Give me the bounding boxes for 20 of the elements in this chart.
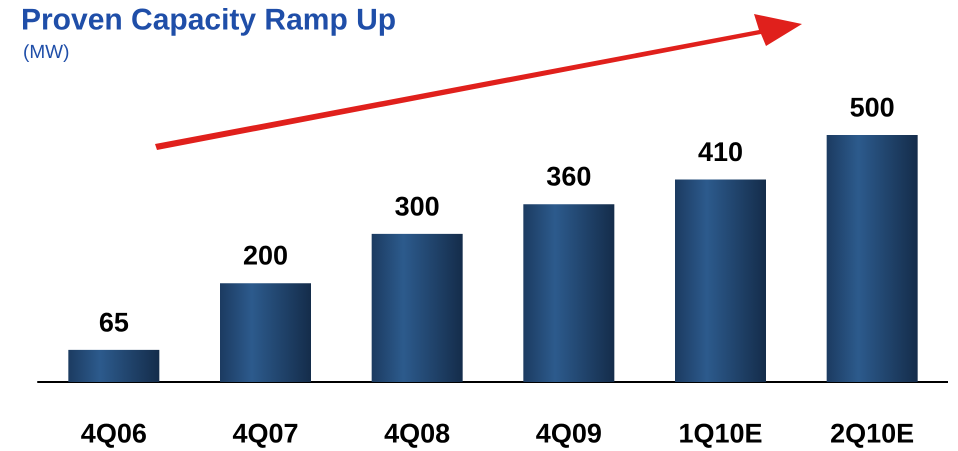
data-label: 65	[98, 307, 129, 338]
chart-subtitle: (MW)	[23, 42, 70, 63]
data-label: 300	[394, 191, 440, 222]
data-label: 200	[242, 240, 288, 271]
bar	[220, 283, 311, 382]
bar	[68, 350, 160, 382]
x-tick-label: 4Q07	[232, 418, 299, 448]
x-tick-label: 4Q06	[80, 418, 147, 448]
x-tick-label: 1Q10E	[678, 418, 763, 448]
bar	[523, 204, 614, 382]
data-label: 500	[850, 92, 895, 123]
bar	[675, 179, 766, 382]
x-tick-label: 4Q08	[384, 418, 450, 448]
bar	[372, 234, 463, 382]
data-label: 360	[546, 162, 592, 192]
chart-title: Proven Capacity Ramp Up	[21, 4, 396, 36]
x-tick-label: 2Q10E	[830, 418, 914, 448]
bar	[826, 135, 918, 382]
data-label: 410	[698, 136, 744, 167]
x-tick-label: 4Q09	[536, 418, 602, 448]
